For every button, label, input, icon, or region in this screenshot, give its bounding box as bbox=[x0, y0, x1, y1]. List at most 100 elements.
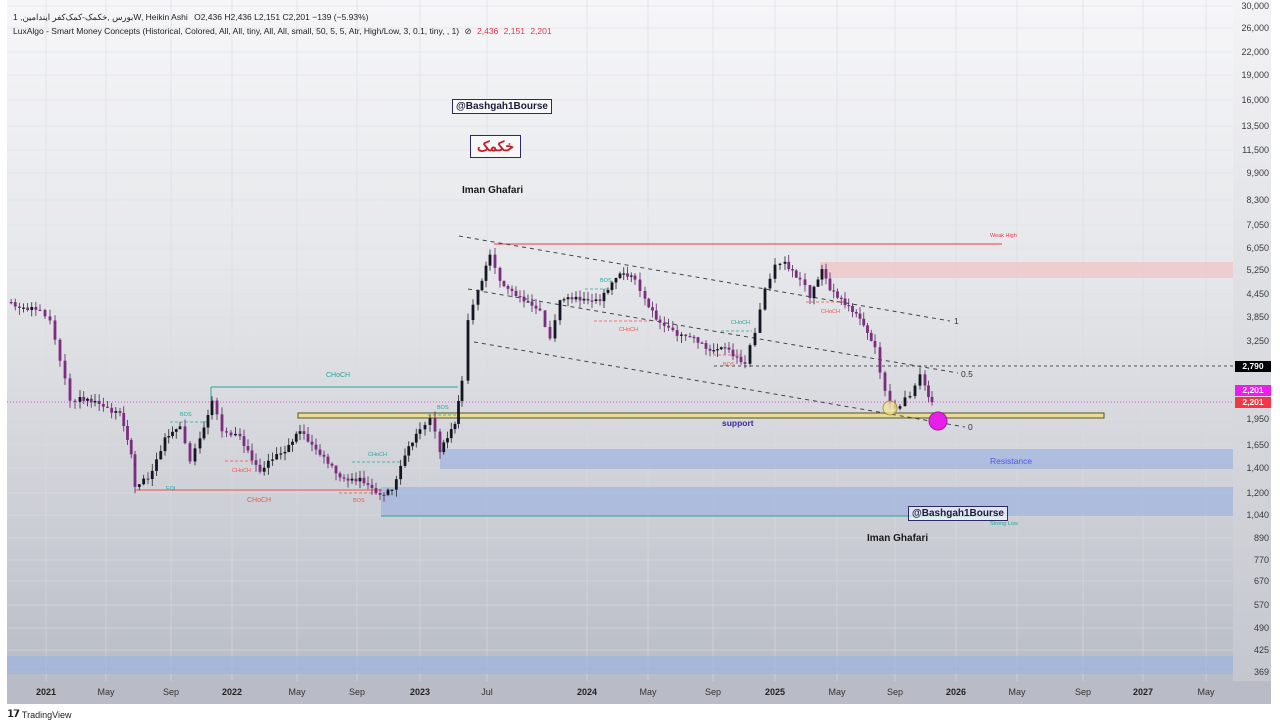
candle bbox=[758, 309, 762, 333]
price-tick: 1,950 bbox=[1246, 414, 1269, 424]
candle bbox=[610, 282, 614, 291]
candle bbox=[820, 269, 824, 280]
price-tick: 1,650 bbox=[1246, 440, 1269, 450]
candle bbox=[869, 332, 873, 341]
candle bbox=[471, 304, 475, 321]
candle bbox=[446, 438, 449, 443]
candle bbox=[374, 488, 378, 493]
chart-pane[interactable] bbox=[7, 0, 1233, 681]
candle bbox=[220, 414, 224, 432]
indicator-value: 2,201 bbox=[530, 26, 552, 36]
candle bbox=[167, 436, 171, 438]
candle bbox=[159, 451, 163, 460]
candle bbox=[847, 305, 851, 307]
candle bbox=[791, 269, 794, 271]
candle bbox=[362, 477, 366, 484]
horizontal-level-price-label: 2,790 bbox=[1235, 361, 1271, 372]
candle bbox=[258, 464, 262, 472]
price-chart-canvas[interactable] bbox=[7, 0, 1233, 681]
candle bbox=[106, 406, 109, 408]
candle bbox=[562, 299, 566, 301]
candle bbox=[510, 288, 514, 291]
tradingview-branding[interactable]: 𝟭𝟳 TradingView bbox=[7, 709, 71, 720]
candle bbox=[692, 336, 696, 339]
candle bbox=[210, 400, 214, 416]
candle bbox=[254, 460, 258, 465]
candle bbox=[488, 254, 492, 266]
candle bbox=[768, 278, 772, 289]
candle bbox=[558, 300, 562, 321]
candle bbox=[86, 398, 89, 401]
candle bbox=[923, 374, 927, 386]
symbol-legend-row[interactable]: 1 ,بورس ,خکمک-کمک‌کفر ایندامین‌W, Heikin… bbox=[13, 10, 552, 24]
candle bbox=[82, 396, 86, 401]
candle bbox=[798, 277, 802, 280]
price-tick: 11,500 bbox=[1242, 145, 1269, 155]
candle bbox=[783, 261, 787, 264]
candle bbox=[633, 275, 637, 280]
candle bbox=[930, 396, 934, 403]
candle bbox=[716, 349, 719, 351]
candle bbox=[17, 306, 21, 308]
candle bbox=[719, 347, 723, 350]
candle bbox=[743, 362, 747, 364]
candle bbox=[30, 306, 34, 311]
candle bbox=[816, 279, 820, 287]
candle bbox=[294, 433, 298, 442]
candle bbox=[9, 302, 13, 304]
candle bbox=[234, 433, 237, 436]
watermark-handle-top: @Bashgah1Bourse bbox=[452, 99, 552, 114]
candle bbox=[518, 295, 522, 298]
candle bbox=[662, 322, 666, 326]
candle bbox=[338, 473, 342, 478]
candle bbox=[476, 290, 480, 305]
candle bbox=[122, 412, 126, 426]
candle bbox=[142, 478, 146, 485]
candle bbox=[680, 334, 683, 336]
candle bbox=[727, 347, 731, 350]
fib-level-0-label: 0 bbox=[968, 422, 973, 432]
time-axis[interactable]: 2021 May Sep 2022 May Sep 2023 Jul 2024 May Sep 202… bbox=[7, 681, 1271, 704]
candle bbox=[342, 477, 346, 479]
candle bbox=[178, 426, 182, 430]
candle bbox=[188, 443, 192, 462]
time-tick: May bbox=[288, 687, 306, 697]
candle bbox=[614, 278, 618, 283]
candle bbox=[314, 444, 318, 450]
candle bbox=[43, 310, 47, 317]
indicator-legend-row[interactable]: LuxAlgo - Smart Money Concepts (Historic… bbox=[13, 24, 552, 38]
candle bbox=[394, 479, 398, 490]
smc-structure-label: CHoCH bbox=[232, 468, 251, 474]
candle bbox=[13, 302, 17, 307]
candle bbox=[346, 478, 350, 481]
eye-off-icon[interactable]: ⊘ bbox=[464, 26, 472, 36]
time-tick: 2023 bbox=[409, 687, 431, 697]
candle bbox=[22, 307, 25, 309]
candle bbox=[712, 350, 716, 352]
candle bbox=[723, 347, 727, 349]
candle bbox=[839, 297, 843, 300]
watermark-author-bottom: Iman Ghafari bbox=[867, 533, 929, 544]
candle bbox=[174, 429, 178, 432]
price-axis[interactable]: 30,000 26,000 22,000 19,000 16,000 13,500 11,5… bbox=[1233, 0, 1271, 681]
candle bbox=[927, 385, 930, 397]
candle bbox=[843, 298, 847, 306]
candle bbox=[411, 442, 414, 447]
candle bbox=[735, 356, 739, 358]
candle bbox=[778, 263, 782, 265]
candle bbox=[433, 418, 437, 432]
price-tick: 570 bbox=[1253, 600, 1269, 610]
candle bbox=[101, 404, 105, 407]
candle bbox=[366, 483, 370, 485]
candle bbox=[658, 319, 662, 323]
candle bbox=[310, 441, 314, 445]
candle bbox=[700, 342, 704, 344]
candle bbox=[146, 478, 150, 480]
candle bbox=[553, 320, 557, 339]
price-tick: 1,040 bbox=[1246, 510, 1269, 520]
candle bbox=[566, 297, 570, 300]
candle bbox=[442, 442, 446, 453]
watermark-handle-bottom: @Bashgah1Bourse bbox=[908, 506, 1008, 521]
ohlc-values: O2,436 H2,436 L2,151 C2,201 −139 (−5.93%… bbox=[194, 12, 369, 22]
candle bbox=[38, 309, 42, 311]
